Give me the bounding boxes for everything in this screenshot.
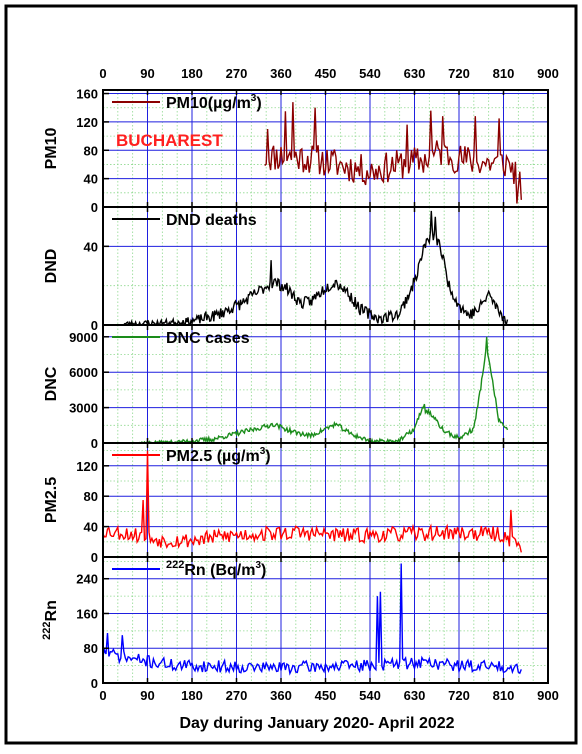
bottom-x-tick-label: 540: [359, 688, 381, 703]
y-tick-label: 0: [91, 550, 98, 565]
legend-label-rn: 222Rn (Bq/m3): [166, 559, 266, 579]
legend-sup: 3: [255, 560, 261, 571]
outer-border: [4, 4, 578, 745]
top-x-tick-label: 450: [315, 66, 337, 81]
legend-text: ): [265, 448, 270, 465]
legend-label-pm10: PM10(µg/m3): [166, 93, 262, 112]
top-x-tick-label: 540: [359, 66, 381, 81]
top-x-tick-label: 900: [537, 66, 559, 81]
series-line-dnc: [132, 336, 509, 443]
legend-text: Rn (Bq/m: [184, 562, 255, 579]
y-tick-label: 120: [76, 459, 98, 474]
y-tick-label: 0: [91, 436, 98, 451]
bottom-x-tick-label: 810: [493, 688, 515, 703]
y-tick-label: 240: [76, 572, 98, 587]
x-axis-title: Day during January 2020- April 2022: [179, 715, 454, 732]
y-tick-label: 40: [84, 520, 98, 535]
y-tick-label: 40: [84, 172, 98, 187]
series-line-rn: [103, 563, 522, 676]
city-annotation: BUCHAREST: [116, 131, 223, 150]
minor-grid: [103, 325, 548, 443]
y-tick-label: 160: [76, 87, 98, 102]
y-tick-labels: 0 80 160 240: [76, 557, 549, 691]
top-x-tick-label: 360: [270, 66, 292, 81]
legend-text: DND deaths: [166, 212, 257, 229]
legend-sup: 3: [260, 446, 266, 457]
y-axis-label: DND: [43, 249, 60, 284]
y-tick-label: 80: [84, 143, 98, 158]
y-tick-labels: 0 3000 6000 9000: [69, 325, 549, 451]
legend-sup: 3: [251, 93, 257, 104]
y-axis-label: PM2.5: [43, 477, 60, 523]
y-tick-label: 120: [76, 115, 98, 130]
y-tick-label: 6000: [69, 365, 98, 380]
y-axis-label-sup: 222: [41, 621, 53, 639]
y-tick-label: 0: [91, 676, 98, 691]
y-axis-label: 222Rn: [41, 600, 60, 640]
legend-label-dnc: DNC cases: [166, 330, 250, 347]
top-x-tick-label: 720: [448, 66, 470, 81]
legend-text: PM10(µg/m: [166, 95, 251, 112]
y-tick-label: 80: [84, 641, 98, 656]
legend-label-pm25: PM2.5 (µg/m3): [166, 446, 271, 465]
bottom-x-tick-label: 180: [181, 688, 203, 703]
bottom-x-tick-label: 0: [99, 688, 106, 703]
legend-sup: 222: [166, 559, 184, 571]
legend-text: PM2.5 (µg/m: [166, 448, 260, 465]
bottom-x-tick-label: 360: [270, 688, 292, 703]
legend-label-dnd: DND deaths: [166, 212, 257, 229]
minor-grid: [103, 443, 548, 557]
major-grid: [103, 557, 548, 683]
minor-grid: [103, 207, 548, 325]
minor-grid: [103, 90, 548, 207]
y-axis-label: PM10: [43, 128, 60, 170]
y-tick-label: 3000: [69, 401, 98, 416]
top-x-tick-label: 630: [404, 66, 426, 81]
bottom-x-tick-label: 270: [226, 688, 248, 703]
top-x-tick-label: 810: [493, 66, 515, 81]
series-line-pm10: [264, 102, 522, 204]
bottom-x-tick-label: 720: [448, 688, 470, 703]
major-grid: [103, 325, 548, 443]
y-tick-label: 0: [91, 318, 98, 333]
bottom-x-tick-label: 90: [140, 688, 154, 703]
top-x-tick-label: 0: [99, 66, 106, 81]
y-tick-label: 9000: [69, 330, 98, 345]
legend-text: ): [256, 95, 261, 112]
top-x-tick-labels: 0 90 180 270 360 450 540 630 720 810 900: [99, 66, 558, 81]
y-axis-label: DNC: [43, 366, 60, 401]
series-line-dnd: [122, 210, 509, 325]
major-grid: [103, 443, 548, 557]
y-axis-label-main: Rn: [43, 600, 60, 621]
top-x-tick-label: 180: [181, 66, 203, 81]
top-x-tick-label: 270: [226, 66, 248, 81]
legend-text: DNC cases: [166, 330, 250, 347]
bottom-x-tick-label: 900: [537, 688, 559, 703]
y-tick-label: 40: [84, 239, 98, 254]
y-tick-label: 0: [91, 200, 98, 215]
legend-text: ): [261, 562, 266, 579]
top-x-tick-label: 90: [140, 66, 154, 81]
y-tick-label: 80: [84, 489, 98, 504]
bottom-x-tick-label: 450: [315, 688, 337, 703]
y-tick-label: 160: [76, 606, 98, 621]
bottom-x-tick-label: 630: [404, 688, 426, 703]
series-line-pm25: [103, 450, 522, 553]
panel-pm25: 0 40 80 120 PM2.5 PM2.5 (µg/m3): [43, 442, 549, 565]
bottom-x-tick-labels: 0 90 180 270 360 450 540 630 720 810 900: [99, 688, 558, 703]
